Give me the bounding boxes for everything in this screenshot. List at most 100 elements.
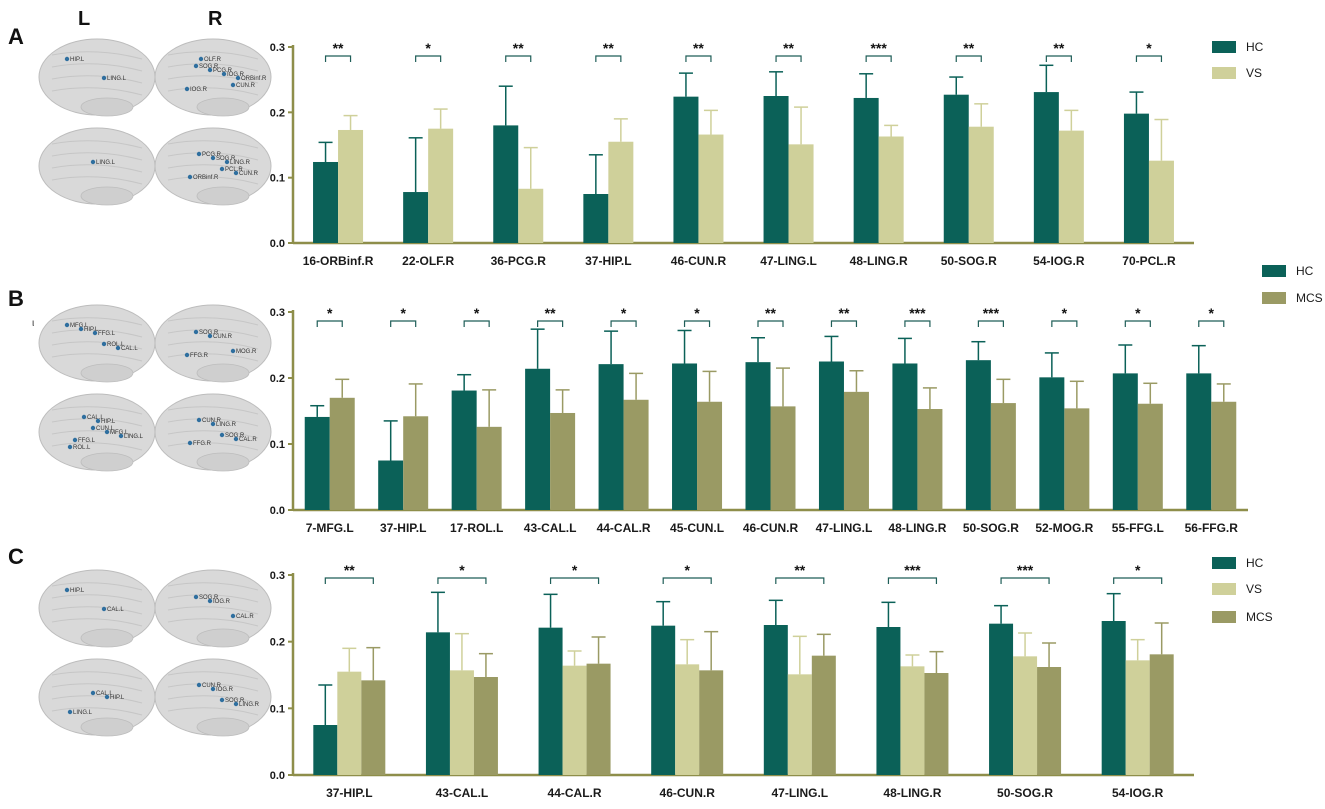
- significance-label: **: [693, 40, 704, 56]
- x-tick-label: 43-CAL.L: [524, 521, 577, 535]
- legend-label-mcs: MCS: [1296, 291, 1323, 305]
- brain-cerebellum: [196, 628, 250, 648]
- bar-hc: [989, 623, 1014, 775]
- bar-hc: [745, 362, 771, 510]
- significance-label: **: [765, 305, 776, 321]
- roi-marker: [90, 425, 96, 431]
- roi-marker: [233, 701, 239, 707]
- roi-marker: [196, 151, 202, 157]
- brain-gyrus: [167, 707, 259, 716]
- roi-marker: [233, 170, 239, 176]
- brain-gyrus: [167, 695, 259, 704]
- bar-mcs: [990, 403, 1016, 510]
- roi-label: CAL.R: [236, 614, 254, 620]
- y-tick-label: 0.1: [270, 173, 285, 185]
- roi-marker: [90, 690, 96, 696]
- bar-hc: [378, 460, 404, 510]
- bar-mcs: [699, 670, 724, 775]
- x-tick-label: 22-OLF.R: [402, 254, 454, 268]
- roi-label: HIP.L: [101, 419, 116, 425]
- roi-marker: [219, 432, 225, 438]
- significance-bracket: [662, 577, 712, 584]
- roi-marker: [90, 159, 96, 165]
- brain-gyrus: [167, 683, 259, 692]
- brain-gyrus: [51, 329, 143, 338]
- x-tick-label: 37-HIP.L: [380, 521, 426, 535]
- brain-cerebellum: [80, 97, 134, 117]
- significance-bracket: [955, 55, 982, 62]
- bar-mcs: [843, 391, 869, 510]
- bar-hc: [598, 364, 624, 510]
- roi-label: CAL.L: [96, 691, 113, 697]
- y-tick-label: 0.0: [270, 505, 285, 517]
- bar-hc: [451, 390, 477, 510]
- y-tick-label: 0.2: [270, 107, 285, 119]
- x-tick-label: 47-LING.L: [760, 254, 817, 268]
- roi-label: LING.R: [216, 422, 237, 428]
- roi-label: CUN.R: [239, 171, 259, 177]
- roi-marker: [219, 166, 225, 172]
- brain-gyrus: [51, 406, 143, 415]
- bar-mcs: [924, 673, 949, 775]
- brain-gyrus: [51, 317, 143, 326]
- significance-bracket: [1135, 55, 1163, 62]
- roi-label: SOG.R: [225, 433, 245, 439]
- roi-label: MFG.L: [110, 430, 129, 436]
- significance-label: ***: [1017, 562, 1034, 578]
- legend-label-mcs: MCS: [1246, 610, 1273, 624]
- brain-gyrus: [167, 353, 259, 362]
- significance-label: ***: [909, 305, 926, 321]
- significance-label: *: [694, 305, 700, 321]
- bar-mcs: [770, 406, 796, 510]
- roi-label: PCG.R: [213, 68, 233, 74]
- brain-gyrus: [167, 671, 259, 680]
- significance-bracket: [1045, 55, 1072, 62]
- significance-bracket: [904, 320, 931, 327]
- significance-label: **: [344, 562, 355, 578]
- brain-cerebellum: [196, 97, 250, 117]
- legend-swatch-hc: [1262, 265, 1286, 277]
- bar-hc: [965, 360, 991, 510]
- bar-mcs: [1037, 667, 1062, 775]
- brain-gyrus: [51, 75, 143, 84]
- roi-marker: [230, 613, 236, 619]
- x-tick-label: 55-FFG.L: [1112, 521, 1164, 535]
- roi-marker: [101, 341, 107, 347]
- roi-label: CUN.R: [202, 418, 222, 424]
- legend-swatch-hc: [1212, 557, 1236, 569]
- y-tick-label: 0.3: [270, 570, 285, 582]
- brain-cerebellum: [196, 363, 250, 383]
- x-tick-label: 48-LING.R: [888, 521, 946, 535]
- x-tick-label: 17-ROL.L: [450, 521, 503, 535]
- significance-bracket: [977, 320, 1004, 327]
- roi-marker: [219, 697, 225, 703]
- roi-marker: [64, 587, 70, 593]
- bar-vs: [338, 129, 364, 243]
- roi-label: CUN.R: [236, 83, 256, 89]
- significance-bracket: [1000, 577, 1050, 584]
- y-tick-label: 0.3: [270, 307, 285, 319]
- roi-marker: [78, 326, 84, 332]
- roi-label: CAL.L: [87, 415, 104, 421]
- roi-label: OLF.R: [204, 57, 222, 63]
- bar-vs: [1148, 160, 1174, 243]
- roi-marker: [233, 436, 239, 442]
- brain-gyrus: [167, 418, 259, 427]
- significance-label: **: [1053, 40, 1064, 56]
- bar-hc: [943, 94, 969, 244]
- roi-label: SOG.R: [199, 330, 219, 336]
- legend-label-hc: HC: [1246, 556, 1264, 570]
- brain-gyrus: [51, 430, 143, 439]
- significance-bracket: [683, 320, 711, 327]
- bar-hc: [304, 416, 330, 510]
- brain-view-b-2: CUN.L ROL.L MFG.L CAL.L LING.L HIP.L FFG.L: [38, 393, 156, 472]
- brain-gyrus: [167, 75, 259, 84]
- x-tick-label: 50-SOG.R: [941, 254, 997, 268]
- bar-hc: [1112, 373, 1138, 510]
- significance-bracket: [757, 320, 784, 327]
- bar-vs: [787, 674, 812, 775]
- roi-marker: [187, 440, 193, 446]
- significance-label: *: [621, 305, 627, 321]
- brain-gyrus: [51, 683, 143, 692]
